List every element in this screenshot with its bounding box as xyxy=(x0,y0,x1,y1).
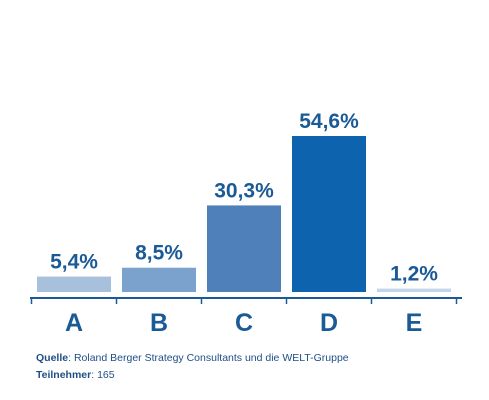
source-text: : Roland Berger Strategy Consultants und… xyxy=(68,352,349,364)
value-label-b: 8,5% xyxy=(135,242,183,265)
source-line: Quelle: Roland Berger Strategy Consultan… xyxy=(36,350,349,367)
category-labels-group: A B C D E xyxy=(65,309,422,337)
value-label-d: 54,6% xyxy=(299,110,359,133)
category-label-a: A xyxy=(65,309,83,337)
x-axis-ticks xyxy=(30,298,458,304)
category-label-d: D xyxy=(320,309,338,337)
bars-group xyxy=(37,136,451,292)
bar-a xyxy=(37,276,111,292)
bar-e xyxy=(377,288,451,292)
category-label-b: B xyxy=(150,309,168,337)
participants-line: Teilnehmer: 165 xyxy=(36,367,349,384)
value-label-c: 30,3% xyxy=(214,179,274,202)
value-label-a: 5,4% xyxy=(50,251,98,274)
bar-c xyxy=(207,205,281,292)
source-label: Quelle xyxy=(36,352,69,364)
category-label-c: C xyxy=(235,309,253,337)
participants-text: : 165 xyxy=(91,369,115,381)
bar-d xyxy=(292,136,366,292)
participants-label: Teilnehmer xyxy=(36,369,92,381)
value-label-e: 1,2% xyxy=(390,263,438,286)
chart-footer: Quelle: Roland Berger Strategy Consultan… xyxy=(36,350,349,384)
bar-b xyxy=(122,267,196,292)
category-label-e: E xyxy=(406,309,423,337)
value-labels-group: 5,4% 8,5% 30,3% 54,6% 1,2% xyxy=(50,110,438,286)
